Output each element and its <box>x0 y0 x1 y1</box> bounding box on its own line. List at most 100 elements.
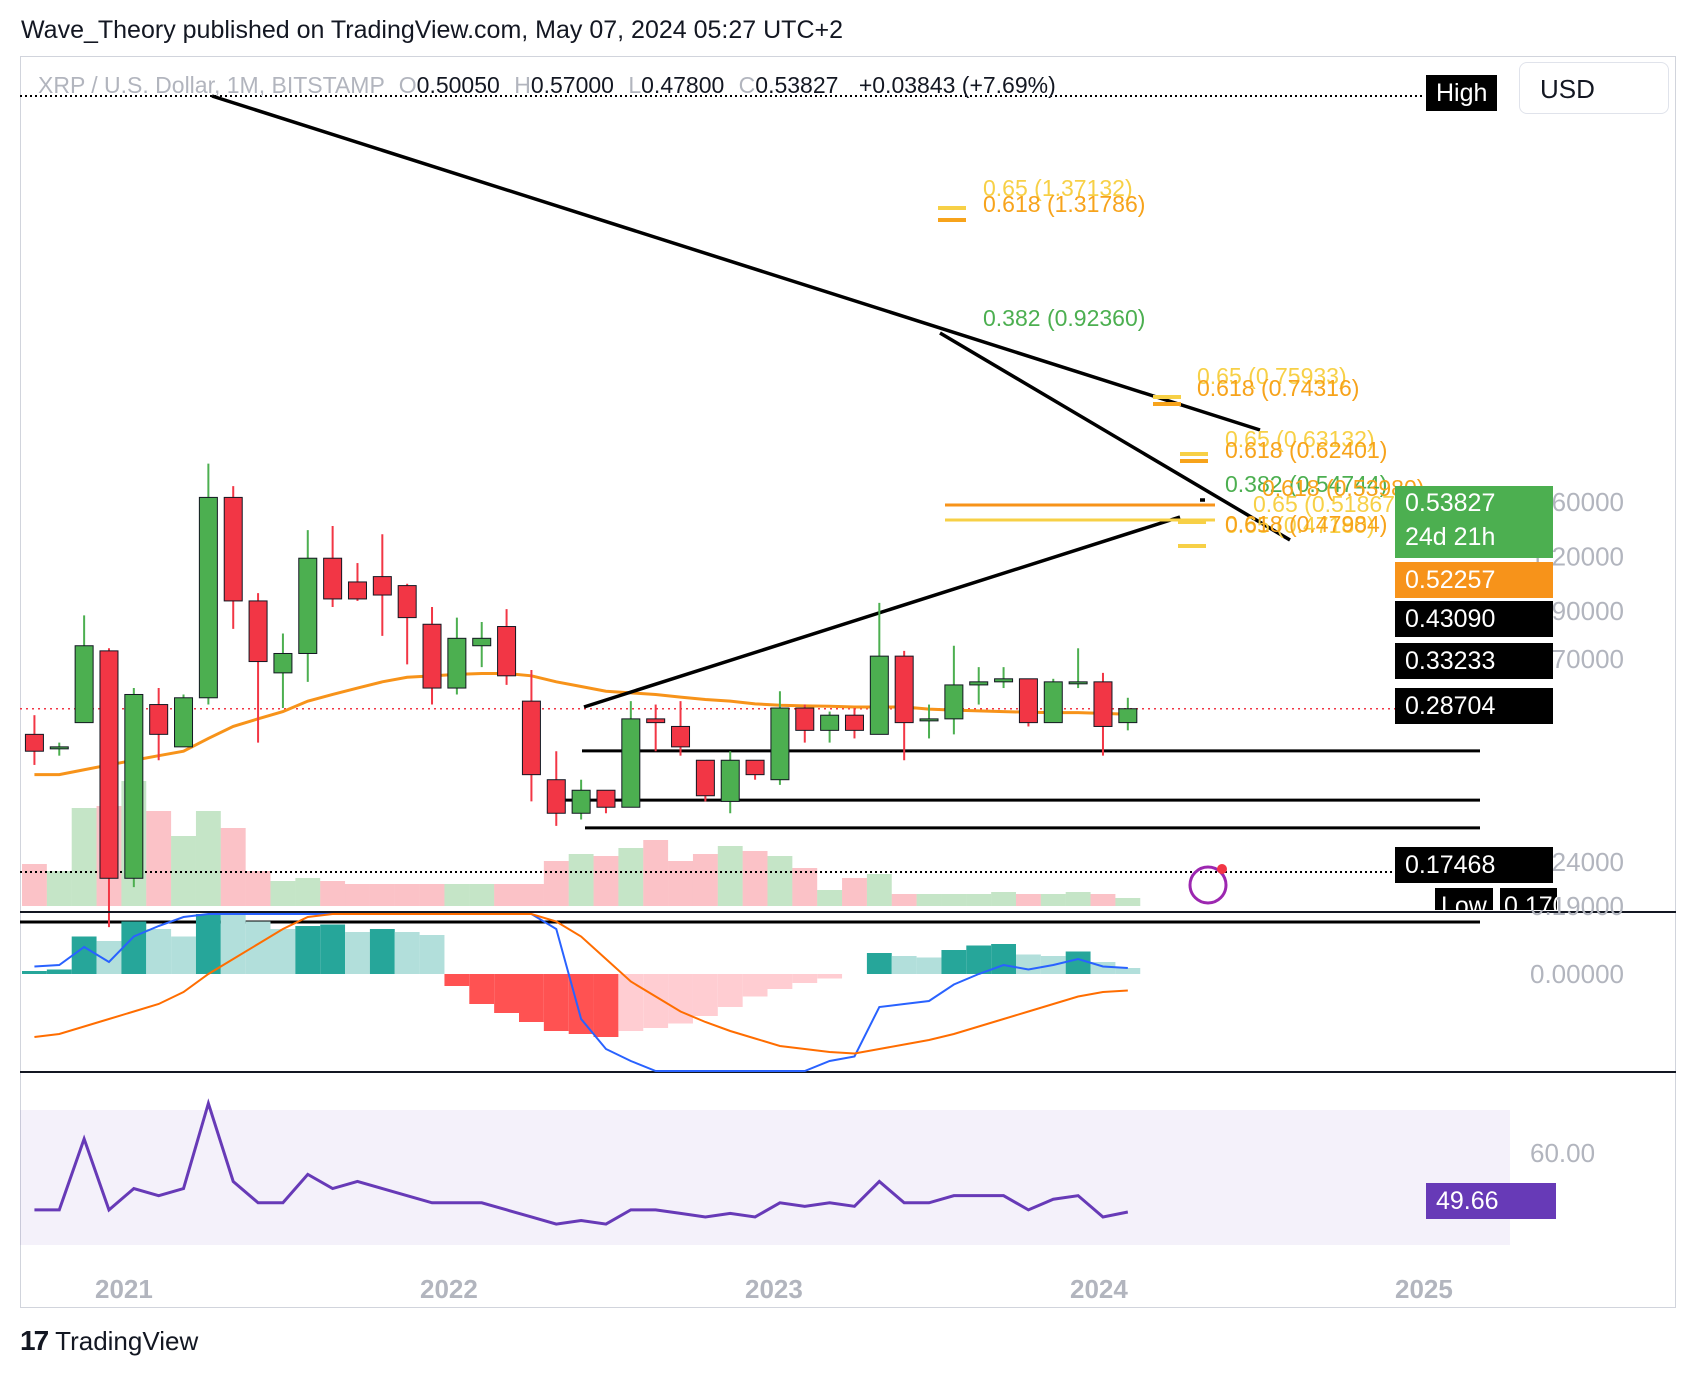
macd-histogram-bar <box>941 950 967 974</box>
macd-histogram-bar <box>270 929 296 974</box>
trendline <box>583 515 1181 709</box>
volume-bar <box>270 881 296 906</box>
volume-bar <box>1115 898 1141 906</box>
volume-bar <box>195 811 221 906</box>
low-value-tag: 0.17000 <box>1500 888 1557 910</box>
candle-countdown: 24d 21h <box>1405 523 1496 551</box>
volume-bar <box>295 878 321 906</box>
macd-histogram-bar <box>543 974 569 1031</box>
macd-histogram-bar <box>966 945 992 974</box>
publish-header: Wave_Theory published on TradingView.com… <box>21 16 843 44</box>
candle-body <box>273 652 293 674</box>
time-axis-label: 2024 <box>1070 1274 1128 1304</box>
rsi-value-tag: 49.66 <box>1426 1183 1556 1219</box>
macd-histogram-bar <box>568 974 594 1034</box>
candle-body <box>1118 708 1138 724</box>
volume-bar <box>146 811 172 906</box>
candle-body <box>646 718 666 724</box>
tradingview-logo[interactable]: 17 TradingView <box>20 1325 198 1357</box>
volume-bar <box>891 894 917 906</box>
candle-body <box>323 557 343 600</box>
volume-bar <box>494 884 519 906</box>
macd-histogram-bar <box>245 921 271 974</box>
macd-histogram-bar <box>742 974 768 997</box>
high-badge: High <box>1426 75 1498 111</box>
signal-line <box>34 913 1128 1055</box>
fib-label: 0.65 (0.47180) <box>1225 512 1375 538</box>
volume-bar <box>817 890 843 906</box>
open-value: 0.50050 <box>416 72 500 98</box>
volume-bar <box>394 884 420 906</box>
high-label: H <box>514 72 531 98</box>
macd-histogram-bar <box>991 944 1016 974</box>
candle-body <box>1068 681 1088 685</box>
currency-button[interactable]: USD <box>1519 62 1669 114</box>
fib-label: 0.65 (0.51867) <box>1253 491 1403 517</box>
time-axis-label: 2022 <box>420 1274 478 1304</box>
high-value: 0.57000 <box>530 72 614 98</box>
candles <box>24 463 1138 928</box>
macd-histogram-bar <box>171 936 196 974</box>
macd-histogram-bar <box>121 921 147 974</box>
volume-bar <box>171 836 196 906</box>
tradingview-logo-icon: 17 <box>20 1325 49 1356</box>
candle-body <box>49 746 69 750</box>
volume-bar <box>369 884 395 906</box>
volume-bar <box>71 808 97 906</box>
level-tag-0-17468: 0.17468 <box>1395 847 1553 883</box>
macd-histogram-bar <box>792 974 818 983</box>
footer-brand: TradingView <box>55 1325 199 1356</box>
time-axis-label: 2023 <box>745 1274 803 1304</box>
volume-bar <box>220 828 246 906</box>
macd-histogram-bar <box>71 936 97 974</box>
current-price-tag: 0.53827 24d 21h <box>1395 486 1553 558</box>
change-value: +0.03843 (+7.69%) <box>858 72 1056 98</box>
candle-body <box>1093 681 1113 727</box>
fib-levels: 0.65 (1.37132)0.618 (1.31786) 0.382 (0.92… <box>938 175 1424 905</box>
volume-bar <box>593 856 619 906</box>
fib-label: 0.382 (0.92360) <box>983 305 1145 331</box>
macd-histogram-bar <box>444 974 470 986</box>
candle-body <box>298 557 318 654</box>
alert-dot-icon <box>1217 864 1227 874</box>
macd-axis-label: 0.00000 <box>1530 959 1624 989</box>
rsi-axis-label: 60.00 <box>1530 1138 1595 1168</box>
candle-body <box>1043 681 1063 724</box>
candle-body <box>820 714 840 731</box>
symbol-name[interactable]: XRP / U.S. Dollar, 1M, BITSTAMP <box>38 72 385 98</box>
volume-bar <box>916 894 942 906</box>
macd-histogram-bar <box>419 935 445 974</box>
candle-body <box>174 697 194 748</box>
close-label: C <box>738 72 756 98</box>
volume-bar <box>742 851 768 906</box>
candle-body <box>671 725 691 748</box>
macd-histogram-bar <box>1016 954 1041 974</box>
candle-body <box>124 693 144 879</box>
volume-bar <box>1040 894 1066 906</box>
volume-bar <box>991 892 1016 906</box>
candle-body <box>1018 678 1038 724</box>
candle-body <box>74 645 94 724</box>
macd-histogram-bar <box>345 932 370 974</box>
level-tag-0-43090: 0.43090 <box>1395 601 1553 637</box>
candle-body <box>372 576 392 596</box>
volume-bar <box>1065 892 1091 906</box>
ohlc-legend: XRP / U.S. Dollar, 1M, BITSTAMP O0.50050… <box>38 72 1056 99</box>
candle-body <box>447 637 467 689</box>
time-axis-label: 2021 <box>95 1274 153 1304</box>
candle-body <box>546 779 566 814</box>
volume-bar <box>444 884 470 906</box>
chart-frame <box>20 56 1676 1308</box>
volume-bar <box>469 884 495 906</box>
candle-body <box>770 707 790 781</box>
macd-histogram-bar <box>1115 968 1141 974</box>
macd-histogram-bar <box>320 924 346 974</box>
candle-body <box>844 714 864 731</box>
volume-bar <box>46 871 72 906</box>
candle-body <box>571 789 591 814</box>
fib-label: 0.618 (1.31786) <box>983 191 1145 217</box>
fib-label: 0.65 (1.37132) <box>983 175 1133 201</box>
macd-histogram-bar <box>866 953 892 974</box>
macd-histogram-bar <box>394 932 420 974</box>
